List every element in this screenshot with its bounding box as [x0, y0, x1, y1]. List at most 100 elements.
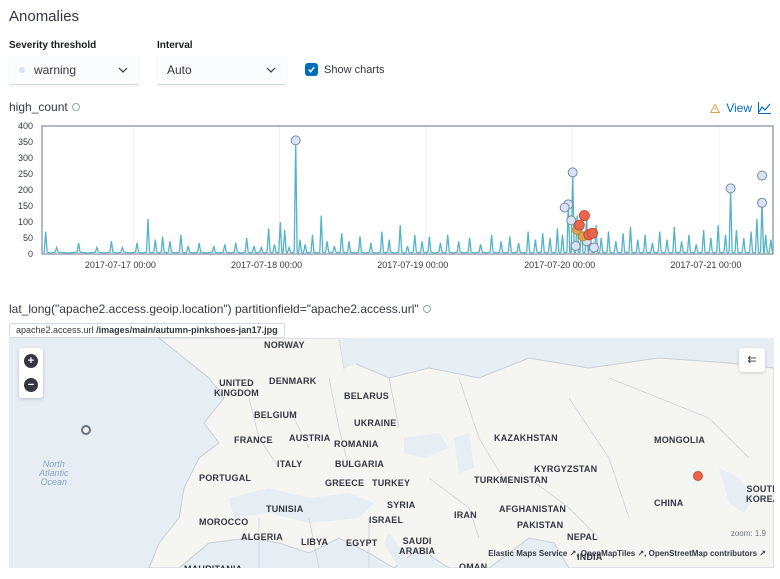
black-sea — [404, 433, 449, 458]
severity-value: warning — [34, 62, 77, 77]
anomaly-markers — [290, 135, 768, 253]
x-tick-label: 2017-07-20 00:00 — [524, 260, 595, 270]
map-point-normal[interactable] — [80, 425, 91, 435]
caspian-sea — [454, 433, 474, 473]
interval-label: Interval — [157, 40, 193, 51]
severity-threshold-label: Severity threshold — [9, 40, 97, 51]
country-label: BELARUS — [344, 391, 389, 401]
ocean-label: North Atlantic Ocean — [39, 459, 69, 487]
y-tick-label: 400 — [18, 121, 33, 131]
zoom-readout: zoom: 1.9 — [730, 529, 766, 538]
partition-badge: apache2.access.url /images/main/autumn-p… — [9, 323, 285, 338]
baltic-sea — [339, 338, 369, 368]
series-line — [43, 140, 774, 255]
show-charts-label[interactable]: Show charts — [324, 64, 385, 76]
chart-title: high_count — [9, 100, 80, 114]
country-label: BELGIUM — [254, 410, 297, 420]
map-title: lat_long("apache2.access.geoip.location"… — [9, 302, 431, 316]
country-label: AFGHANISTAN — [499, 504, 567, 514]
anomaly-marker-critical[interactable] — [578, 210, 590, 222]
country-label: NEPAL — [567, 532, 598, 542]
chevron-down-icon — [118, 67, 128, 73]
country-label: INDIA — [577, 552, 603, 562]
red-sea — [384, 533, 414, 568]
info-icon[interactable] — [71, 102, 80, 111]
map-title-text: lat_long("apache2.access.geoip.location"… — [9, 302, 419, 316]
visualize-icon[interactable] — [758, 102, 771, 114]
show-charts-checkbox[interactable] — [305, 63, 318, 76]
country-label: MOROCCO — [199, 517, 249, 527]
map-view[interactable]: + − ⇇ NORWAY UNITED KINGDOM DENMARK BELARUS… — [9, 338, 774, 568]
zoom-out-button[interactable]: − — [24, 378, 38, 392]
anomaly-marker-critical[interactable] — [586, 227, 598, 239]
country-label: NORWAY — [264, 340, 305, 350]
anomaly-marker-minor[interactable] — [570, 241, 581, 251]
y-tick-label: 350 — [18, 137, 33, 147]
country-label: BULGARIA — [335, 459, 385, 469]
check-icon — [308, 66, 315, 73]
interval-select[interactable]: Auto — [157, 55, 287, 85]
y-tick-label: 50 — [23, 233, 33, 243]
badge-value: /images/main/autumn-pinkshoes-jan17.jpg — [96, 325, 278, 335]
y-tick-label: 100 — [18, 217, 33, 227]
page-title: Anomalies — [9, 8, 80, 25]
chart-view-controls: View — [710, 101, 771, 115]
country-label: ALGERIA — [241, 532, 283, 542]
country-label: TUNISIA — [266, 504, 304, 514]
anomaly-marker-minor[interactable] — [567, 167, 578, 178]
chevron-down-icon — [266, 67, 276, 73]
anomaly-marker-critical[interactable] — [573, 219, 585, 231]
x-tick-label: 2017-07-18 00:00 — [231, 260, 302, 270]
country-label: UKRAINE — [354, 418, 397, 428]
country-label: MONGOLIA — [654, 435, 706, 445]
severity-dot-icon — [19, 66, 25, 73]
y-tick-label: 200 — [18, 185, 33, 195]
sea-of-japan — [719, 468, 754, 513]
anomaly-marker-minor[interactable] — [725, 183, 736, 194]
country-label: MAURITANIA — [184, 564, 242, 568]
country-label: SOUTH KOREA — [746, 484, 774, 504]
chart-frame — [41, 125, 774, 255]
y-tick-label: 300 — [18, 153, 33, 163]
anomaly-marker-minor[interactable] — [566, 215, 577, 226]
country-label: ROMANIA — [334, 439, 379, 449]
y-axis: 0 50 100 150 200 250 300 350 400 — [18, 121, 33, 259]
anomaly-marker-minor[interactable] — [757, 197, 768, 208]
country-label: UNITED KINGDOM — [214, 378, 259, 398]
badge-key: apache2.access.url — [16, 325, 94, 335]
layer-control-button[interactable]: ⇇ — [739, 348, 765, 372]
mediterranean-sea — [229, 488, 374, 523]
interval-value: Auto — [167, 62, 192, 77]
country-label: IRAN — [454, 510, 477, 520]
map-attribution[interactable]: Elastic Maps Service ↗, OpenMapTiles ↗, … — [488, 549, 766, 558]
zoom-in-button[interactable]: + — [24, 354, 38, 368]
info-icon[interactable] — [422, 304, 431, 313]
anomaly-marker-minor[interactable] — [588, 242, 599, 253]
country-label: GREECE — [325, 478, 365, 488]
country-label: ITALY — [277, 459, 303, 469]
zoom-control: + − — [19, 348, 43, 398]
warning-icon — [710, 103, 721, 113]
severity-threshold-select[interactable]: warning — [9, 55, 139, 85]
country-label: SAUDI ARABIA — [399, 536, 436, 556]
map-point-anomaly[interactable] — [692, 471, 703, 481]
country-label: SYRIA — [387, 500, 416, 510]
x-tick-label: 2017-07-17 00:00 — [85, 260, 156, 270]
borders — [248, 377, 750, 568]
country-label: TURKMENISTAN — [474, 475, 548, 485]
country-label: CHINA — [654, 498, 684, 508]
country-label: AUSTRIA — [289, 433, 331, 443]
anomaly-chart: 0 50 100 150 200 250 300 350 400 2017-07-17 00:0… — [18, 121, 774, 270]
anomaly-marker-minor[interactable] — [290, 135, 301, 146]
y-tick-label: 0 — [28, 249, 33, 259]
anomaly-marker-minor[interactable] — [559, 202, 570, 213]
country-label: OMAN — [459, 562, 488, 568]
map-basemap — [148, 338, 774, 568]
country-label: DENMARK — [269, 376, 317, 386]
anomaly-marker-minor[interactable] — [757, 170, 768, 181]
country-label: KYRGYZSTAN — [534, 464, 598, 474]
view-link[interactable]: View — [726, 101, 752, 115]
x-axis: 2017-07-17 00:00 2017-07-18 00:00 2017-07-… — [85, 260, 742, 270]
y-tick-label: 150 — [18, 201, 33, 211]
y-tick-label: 250 — [18, 169, 33, 179]
